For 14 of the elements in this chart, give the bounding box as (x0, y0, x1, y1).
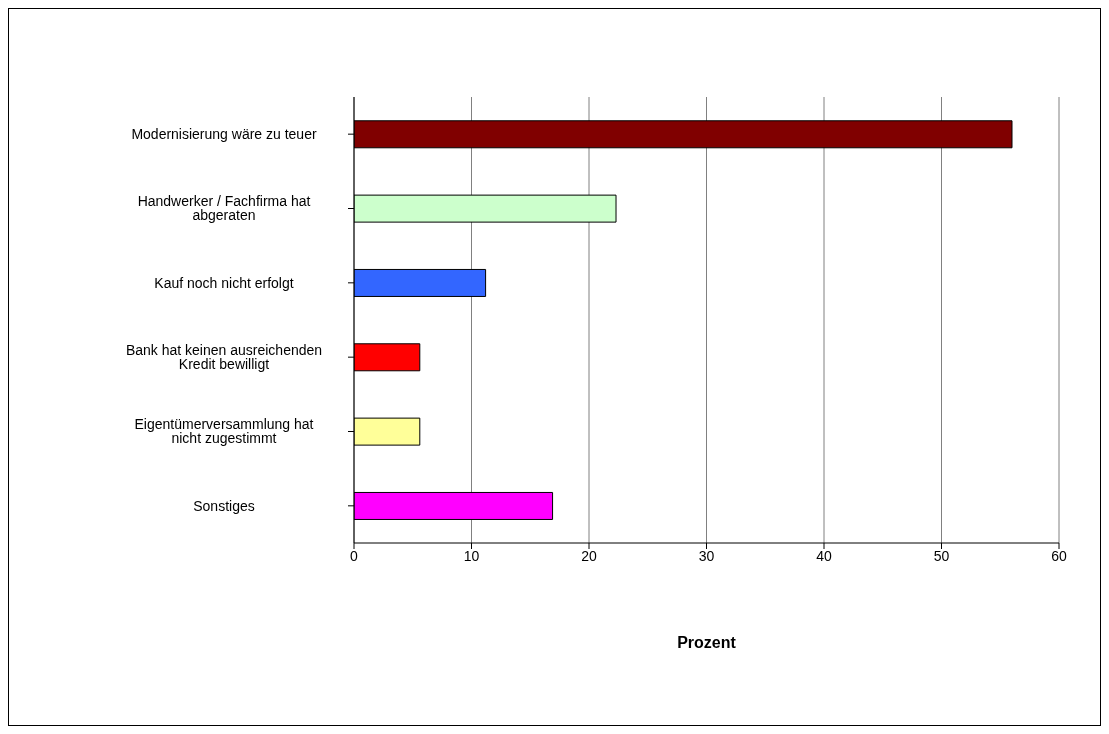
y-tick-label: Modernisierung wäre zu teuer (131, 126, 317, 143)
x-axis-title: Prozent (677, 634, 737, 651)
x-tick-label: 0 (350, 547, 359, 564)
x-tick-label: 30 (698, 547, 715, 564)
y-tick-label: Handwerker / Fachfirma hat abgeraten (137, 193, 311, 224)
y-tick-label: Bank hat keinen ausreichenden Kredit bewilligt (125, 342, 323, 373)
x-tick-label: 50 (933, 547, 950, 564)
x-tick-label: 40 (816, 547, 832, 564)
x-tick-label: 20 (581, 547, 597, 564)
x-tick-label: 10 (463, 547, 480, 564)
y-tick-label: Kauf noch nicht erfolgt (154, 274, 294, 291)
y-tick-label: Eigentümerversammlung hat nicht zugestimmt (134, 416, 314, 447)
y-tick-label: Sonstiges (193, 497, 255, 514)
x-tick-label: 60 (1051, 547, 1067, 564)
